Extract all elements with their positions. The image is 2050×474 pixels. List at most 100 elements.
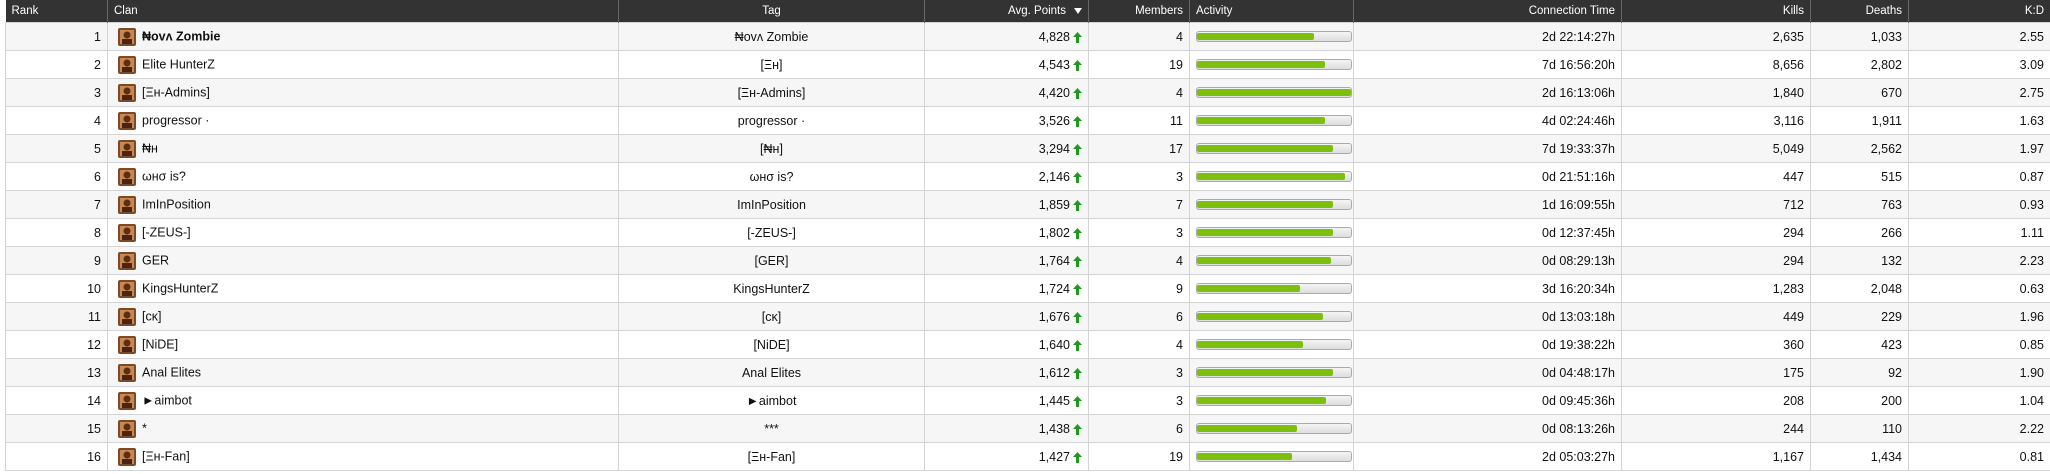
clan-name[interactable]: ImInPosition — [142, 196, 211, 211]
activity-bar — [1197, 229, 1333, 236]
table-cell — [1189, 218, 1354, 247]
cell-text: 1.11 — [2020, 225, 2044, 240]
column-header[interactable]: Activity — [1189, 0, 1354, 23]
cell-text: 670 — [1881, 85, 1902, 100]
table-row: 11 [cκ] [cκ] 1,676 6 0d 13:03:18h 449 229 1.96 — [5, 302, 2050, 331]
table-cell — [1189, 274, 1354, 303]
cell-text: 0d 09:45:36h — [1542, 393, 1615, 408]
table-cell — [1189, 358, 1354, 387]
table-cell: 4 — [5, 106, 108, 135]
table-cell: 0.81 — [1908, 442, 2050, 471]
table-row: 13 Anal Elites Anal Elites 1,612 3 0d 04:48:1… — [5, 358, 2050, 387]
cell-text: [Ξн-Fan] — [747, 449, 796, 464]
trend-arrow — [1073, 311, 1082, 323]
table-row: 3 [Ξн-Admins] [Ξн-Admins] 4,420 4 2d 16:13:06… — [5, 78, 2050, 107]
clan-name[interactable]: ₦ovʌ Zombie — [142, 28, 221, 43]
clan-name[interactable]: * — [142, 420, 147, 435]
clan-name[interactable]: [-ZEUS-] — [142, 224, 191, 239]
table-cell: 0d 21:51:16h — [1353, 162, 1622, 191]
table-cell: 208 — [1621, 386, 1811, 415]
clan-name[interactable]: [NiDE] — [142, 336, 179, 351]
table-cell: 1,724 — [924, 274, 1089, 303]
cell-text: 9 — [1176, 281, 1183, 296]
column-header[interactable]: K:D — [1908, 0, 2050, 23]
cell-text: 712 — [1783, 197, 1804, 212]
clan-icon — [118, 447, 136, 466]
table-cell: 3 — [1088, 218, 1190, 247]
clan-icon — [118, 55, 136, 74]
column-header[interactable]: Avg. Points — [924, 0, 1089, 23]
cell-text: 19 — [1169, 57, 1183, 72]
clan-name[interactable]: ₦н — [142, 140, 158, 155]
activity-bar — [1197, 341, 1304, 348]
cell-text: 19 — [1169, 449, 1183, 464]
cell-text: ₦ovʌ Zombie — [734, 29, 809, 44]
clan-icon — [118, 335, 136, 354]
clan-icon — [118, 223, 136, 242]
table-cell: 670 — [1810, 78, 1909, 107]
cell-text: 2,146 — [1038, 169, 1070, 184]
clan-name[interactable]: Elite HunterZ — [142, 56, 215, 71]
cell-text: 110 — [1882, 421, 1902, 436]
table-cell: 294 — [1621, 246, 1811, 275]
cell-text: 449 — [1783, 309, 1804, 324]
cell-text: 1,724 — [1038, 281, 1070, 296]
table-cell: ₦ovʌ Zombie — [107, 22, 619, 51]
clan-name[interactable]: KingsHunterZ — [142, 280, 219, 295]
table-cell: 17 — [1088, 134, 1190, 163]
clan-name[interactable]: progressor · — [142, 112, 210, 127]
cell-text: [GER] — [754, 253, 789, 268]
activity-bar — [1197, 145, 1333, 152]
cell-text: *** — [764, 421, 779, 436]
table-cell: 7d 16:56:20h — [1353, 50, 1622, 79]
clan-icon — [118, 251, 136, 270]
clan-name[interactable]: Anal Elites — [142, 364, 202, 379]
cell-text: 2d 16:13:06h — [1542, 85, 1615, 100]
cell-text: 3 — [1176, 365, 1183, 380]
table-cell: 110 — [1810, 414, 1909, 443]
table-cell: 12 — [5, 330, 108, 359]
cell-text: 1d 16:09:55h — [1542, 197, 1615, 212]
table-cell — [1189, 106, 1354, 135]
column-header-text: Connection Time — [1528, 5, 1615, 17]
column-header[interactable]: Deaths — [1810, 0, 1909, 23]
table-cell: 712 — [1621, 190, 1811, 219]
column-header[interactable]: Kills — [1621, 0, 1811, 23]
clan-name[interactable]: ►aimbot — [142, 392, 192, 407]
table-cell: 2d 22:14:27h — [1353, 22, 1622, 51]
clan-name[interactable]: [cκ] — [142, 308, 162, 323]
cell-text: 266 — [1881, 225, 1902, 240]
table-cell: 423 — [1810, 330, 1909, 359]
table-row: 16 [Ξн-Fan] [Ξн-Fan] 1,427 19 2d 05:03:27h 1,1… — [5, 442, 2050, 471]
clan-name[interactable]: ωнσ is? — [142, 168, 186, 183]
column-header-text: Rank — [11, 5, 39, 17]
table-row: 2 Elite HunterZ [Ξн] 4,543 19 7d 16:56:20h 8,6… — [5, 50, 2050, 79]
cell-text: [₦н] — [760, 141, 783, 156]
table-row: 15 * *** 1,438 6 0d 08:13:26h 244 110 2.22 — [5, 414, 2050, 443]
column-header[interactable]: Connection Time — [1353, 0, 1622, 23]
clan-icon-graphic — [118, 419, 136, 438]
clan-name[interactable]: [Ξн-Admins] — [142, 84, 210, 99]
table-cell: 294 — [1621, 218, 1811, 247]
table-row: 12 [NiDE] [NiDE] 1,640 4 0d 19:38:22h 360 423 0.… — [5, 330, 2050, 359]
column-header[interactable]: Rank — [5, 0, 108, 23]
trend-arrow — [1073, 143, 1082, 155]
table-cell: 11 — [5, 302, 108, 331]
cell-text: 0.85 — [2019, 337, 2044, 352]
cell-text: 0d 08:29:13h — [1542, 253, 1615, 268]
table-cell: progressor · — [618, 106, 925, 135]
table-cell: [Ξн-Fan] — [107, 442, 619, 471]
trend-arrow-graphic — [1073, 367, 1082, 379]
column-header[interactable]: Tag — [618, 0, 925, 23]
cell-text: 7 — [1176, 197, 1183, 212]
cell-text: 3,526 — [1038, 113, 1070, 128]
clan-name[interactable]: [Ξн-Fan] — [142, 448, 190, 463]
trend-arrow-graphic — [1073, 283, 1082, 295]
column-header[interactable]: Clan — [107, 0, 619, 23]
activity-bar — [1197, 117, 1325, 124]
table-cell: ►aimbot — [107, 386, 619, 415]
table-cell: 2,146 — [924, 162, 1089, 191]
table-cell: [Ξн-Admins] — [618, 78, 925, 107]
clan-name[interactable]: GER — [142, 252, 170, 267]
column-header[interactable]: Members — [1088, 0, 1190, 23]
